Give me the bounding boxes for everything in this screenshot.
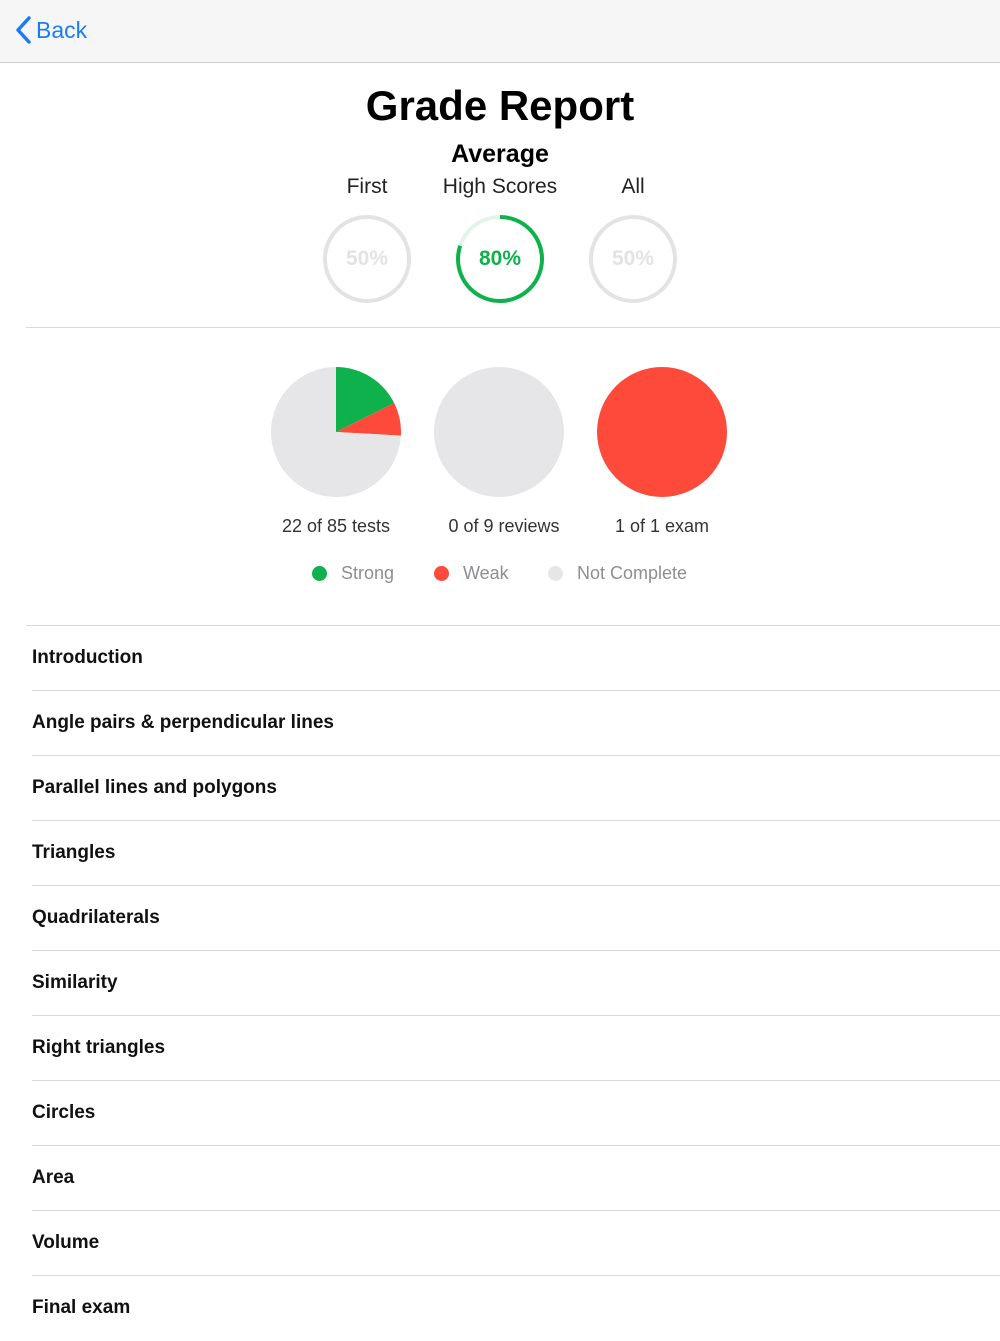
unit-label: Quadrilaterals: [32, 907, 160, 928]
unit-row-final-exam[interactable]: Final exam: [0, 1276, 1000, 1341]
legend-strong: Strong: [312, 561, 394, 585]
pie-caption-exam: 1 of 1 exam: [614, 516, 710, 536]
score-ring-high-scores[interactable]: 80%: [454, 213, 546, 305]
navigation-bar: Back: [0, 0, 1000, 63]
unit-label: Area: [32, 1167, 75, 1188]
tab-high-scores[interactable]: High Scores: [442, 175, 558, 198]
score-value-first: 50%: [345, 247, 389, 270]
unit-row-volume[interactable]: Volume: [0, 1211, 1000, 1276]
back-label: Back: [36, 16, 88, 43]
legend-label-not-complete: Not Complete: [577, 562, 688, 583]
unit-list: Introduction Angle pairs & perpendicular…: [0, 626, 1000, 1341]
unit-row-right-triangles[interactable]: Right triangles: [0, 1016, 1000, 1081]
tab-all[interactable]: All: [621, 175, 645, 198]
ring-progress: [456, 215, 544, 303]
score-value-all: 50%: [611, 247, 655, 270]
row-divider: [32, 950, 1000, 951]
pie-caption-reviews: 0 of 9 reviews: [448, 516, 560, 536]
pie-slice-strong: [336, 367, 395, 432]
score-ring-all[interactable]: 50%: [587, 213, 679, 305]
weak-dot-icon: [434, 565, 449, 581]
not-complete-dot-icon: [548, 565, 563, 581]
unit-row-area[interactable]: Area: [0, 1146, 1000, 1211]
pie-slice-weak: [597, 367, 727, 497]
unit-label: Circles: [32, 1102, 96, 1123]
unit-label: Similarity: [32, 972, 118, 993]
ring-track: [589, 215, 677, 303]
pie-slice-not-complete: [271, 367, 401, 498]
row-divider: [32, 1080, 1000, 1081]
legend-not-complete: Not Complete: [548, 561, 687, 585]
row-divider: [32, 690, 1000, 691]
back-button[interactable]: Back: [14, 12, 87, 48]
legend-weak: Weak: [434, 561, 509, 585]
score-value-high-scores: 80%: [478, 247, 522, 270]
chevron-left-icon: [16, 16, 31, 44]
unit-row-parallel-lines[interactable]: Parallel lines and polygons: [0, 756, 1000, 821]
ring-track: [323, 215, 411, 303]
unit-row-triangles[interactable]: Triangles: [0, 821, 1000, 886]
row-divider: [32, 755, 1000, 756]
tab-first[interactable]: First: [346, 175, 388, 198]
section-divider: [26, 625, 1000, 626]
section-divider: [26, 327, 1000, 328]
row-divider: [32, 820, 1000, 821]
unit-row-circles[interactable]: Circles: [0, 1081, 1000, 1146]
page-subtitle: Average: [451, 140, 549, 168]
unit-row-angle-pairs[interactable]: Angle pairs & perpendicular lines: [0, 691, 1000, 756]
row-divider: [32, 1145, 1000, 1146]
legend-label-weak: Weak: [463, 562, 509, 583]
unit-row-quadrilaterals[interactable]: Quadrilaterals: [0, 886, 1000, 951]
pie-slice-not-complete: [434, 367, 564, 497]
pie-chart-reviews: [434, 367, 564, 497]
row-divider: [32, 885, 1000, 886]
score-ring-first[interactable]: 50%: [321, 213, 413, 305]
row-divider: [32, 1210, 1000, 1211]
pie-chart-tests: [271, 367, 401, 498]
score-ring-graphic: [456, 215, 544, 303]
score-ring-graphic: [323, 215, 411, 303]
pie-caption-tests: 22 of 85 tests: [281, 516, 391, 536]
row-divider: [32, 1015, 1000, 1016]
unit-label: Right triangles: [32, 1037, 166, 1058]
pie-slice-weak: [336, 403, 401, 436]
unit-row-introduction[interactable]: Introduction: [0, 626, 1000, 691]
score-ring-graphic: [589, 215, 677, 303]
unit-label: Parallel lines and polygons: [32, 777, 277, 798]
page-title: Grade Report: [365, 82, 635, 129]
legend-label-strong: Strong: [341, 562, 395, 583]
unit-label: Volume: [32, 1232, 100, 1253]
unit-label: Triangles: [32, 842, 116, 863]
row-divider: [32, 1275, 1000, 1276]
pie-chart-exam: [597, 367, 727, 497]
strong-dot-icon: [312, 565, 327, 581]
unit-label: Introduction: [32, 647, 143, 668]
unit-label: Angle pairs & perpendicular lines: [32, 712, 334, 733]
unit-row-similarity[interactable]: Similarity: [0, 951, 1000, 1016]
unit-label: Final exam: [32, 1297, 131, 1318]
